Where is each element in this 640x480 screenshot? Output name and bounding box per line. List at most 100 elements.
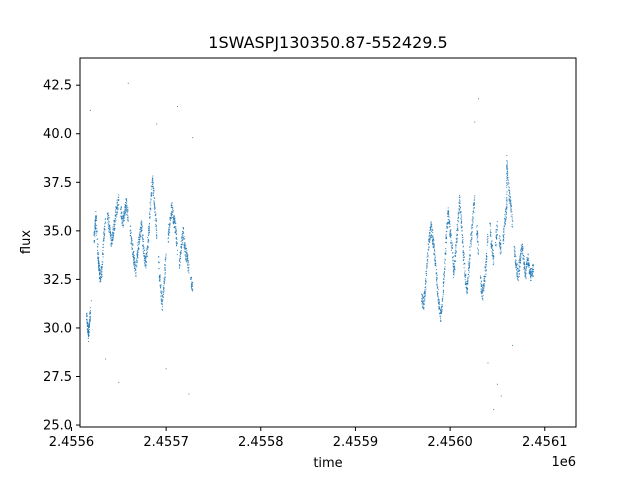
data-point-dense — [442, 292, 444, 294]
data-point-dense — [148, 234, 150, 236]
data-point-dense — [117, 196, 119, 198]
data-point-dense — [143, 256, 145, 258]
data-point-dense — [116, 213, 118, 215]
data-point-dense — [521, 252, 523, 254]
data-point-dense — [521, 250, 523, 252]
data-point-dense — [477, 244, 479, 246]
data-point-dense — [163, 290, 165, 292]
data-point-dense — [112, 227, 114, 229]
data-point-dense — [440, 311, 442, 313]
data-point-dense — [162, 291, 164, 293]
data-point-dense — [155, 213, 157, 215]
data-point-dense — [135, 272, 137, 274]
data-point-dense — [185, 247, 187, 249]
data-point-dense — [500, 243, 502, 245]
data-point-dense — [144, 264, 146, 266]
data-point-dense — [469, 257, 471, 259]
data-point-dense — [158, 256, 160, 258]
data-point-dense — [442, 283, 444, 285]
data-point-dense — [451, 244, 453, 246]
data-point-dense — [523, 269, 525, 271]
data-point-dense — [448, 219, 450, 221]
data-point-dense — [485, 261, 487, 263]
data-point-dense — [172, 219, 174, 221]
data-point-dense — [507, 172, 509, 174]
data-point-dense — [439, 315, 441, 317]
data-point-dense — [473, 202, 475, 204]
data-point-dense — [462, 252, 464, 254]
data-point-dense — [183, 244, 185, 246]
data-point-dense — [424, 283, 426, 285]
data-point-dense — [432, 244, 434, 246]
data-point-dense — [424, 299, 426, 301]
data-point-dense — [125, 209, 127, 211]
data-point-dense — [525, 263, 527, 265]
data-point-dense — [176, 244, 178, 246]
data-point-dense — [502, 243, 504, 245]
data-point-dense — [462, 256, 464, 258]
data-point-dense — [161, 300, 163, 302]
data-point-dense — [506, 168, 508, 170]
data-point-dense — [471, 223, 473, 225]
data-point-dense — [432, 243, 434, 245]
data-point-dense — [526, 266, 528, 268]
data-point-dense — [120, 215, 122, 217]
data-point-dense — [460, 215, 462, 217]
data-point-dense — [451, 247, 453, 249]
data-point-dense — [131, 243, 133, 245]
data-point-dense — [442, 291, 444, 293]
data-point-dense — [480, 280, 482, 282]
data-point-dense — [97, 244, 99, 246]
data-point-dense — [122, 214, 124, 216]
data-point-dense — [486, 244, 488, 246]
data-point-dense — [466, 288, 468, 290]
data-point-dense — [506, 172, 508, 174]
data-point-dense — [127, 210, 129, 212]
data-point-dense — [115, 219, 117, 221]
data-point-dense — [500, 239, 502, 241]
data-point-dense — [101, 253, 103, 255]
data-point-dense — [170, 215, 172, 217]
data-point-dense — [449, 231, 451, 233]
data-point-dense — [147, 239, 149, 241]
data-point-dense — [466, 293, 468, 295]
data-point-dense — [425, 281, 427, 283]
data-point-dense — [187, 266, 189, 268]
data-point-dense — [522, 247, 524, 249]
data-point-dense — [442, 281, 444, 283]
data-point-dense — [175, 231, 177, 233]
data-point-dense — [438, 303, 440, 305]
data-point-dense — [170, 216, 172, 218]
data-point-dense — [132, 256, 134, 258]
data-point-dense — [175, 241, 177, 243]
data-point-dense — [125, 208, 127, 210]
data-point-dense — [109, 225, 111, 227]
data-point-dense — [515, 259, 517, 261]
data-point-dense — [142, 248, 144, 250]
data-point-dense — [485, 263, 487, 265]
data-point-dense — [130, 230, 132, 232]
y-tick-label: 30.0 — [43, 321, 72, 336]
data-point-dense — [170, 204, 172, 206]
data-point-dense — [172, 206, 174, 208]
data-point-dense — [423, 300, 425, 302]
data-point — [105, 358, 107, 360]
data-point-dense — [117, 208, 119, 210]
data-point-dense — [87, 328, 89, 330]
data-point-dense — [96, 232, 98, 234]
data-point-dense — [169, 226, 171, 228]
data-point-dense — [436, 269, 438, 271]
data-point-dense — [461, 221, 463, 223]
data-point-dense — [176, 243, 178, 245]
data-point — [95, 214, 97, 216]
data-point-dense — [458, 211, 460, 213]
data-point-dense — [428, 238, 430, 240]
data-point — [496, 383, 498, 385]
data-point-dense — [132, 253, 134, 255]
data-point — [116, 207, 118, 209]
data-point-dense — [505, 220, 507, 222]
data-point-dense — [107, 212, 109, 214]
data-point-dense — [430, 228, 432, 230]
data-point-dense — [444, 266, 446, 268]
data-point-dense — [162, 299, 164, 301]
